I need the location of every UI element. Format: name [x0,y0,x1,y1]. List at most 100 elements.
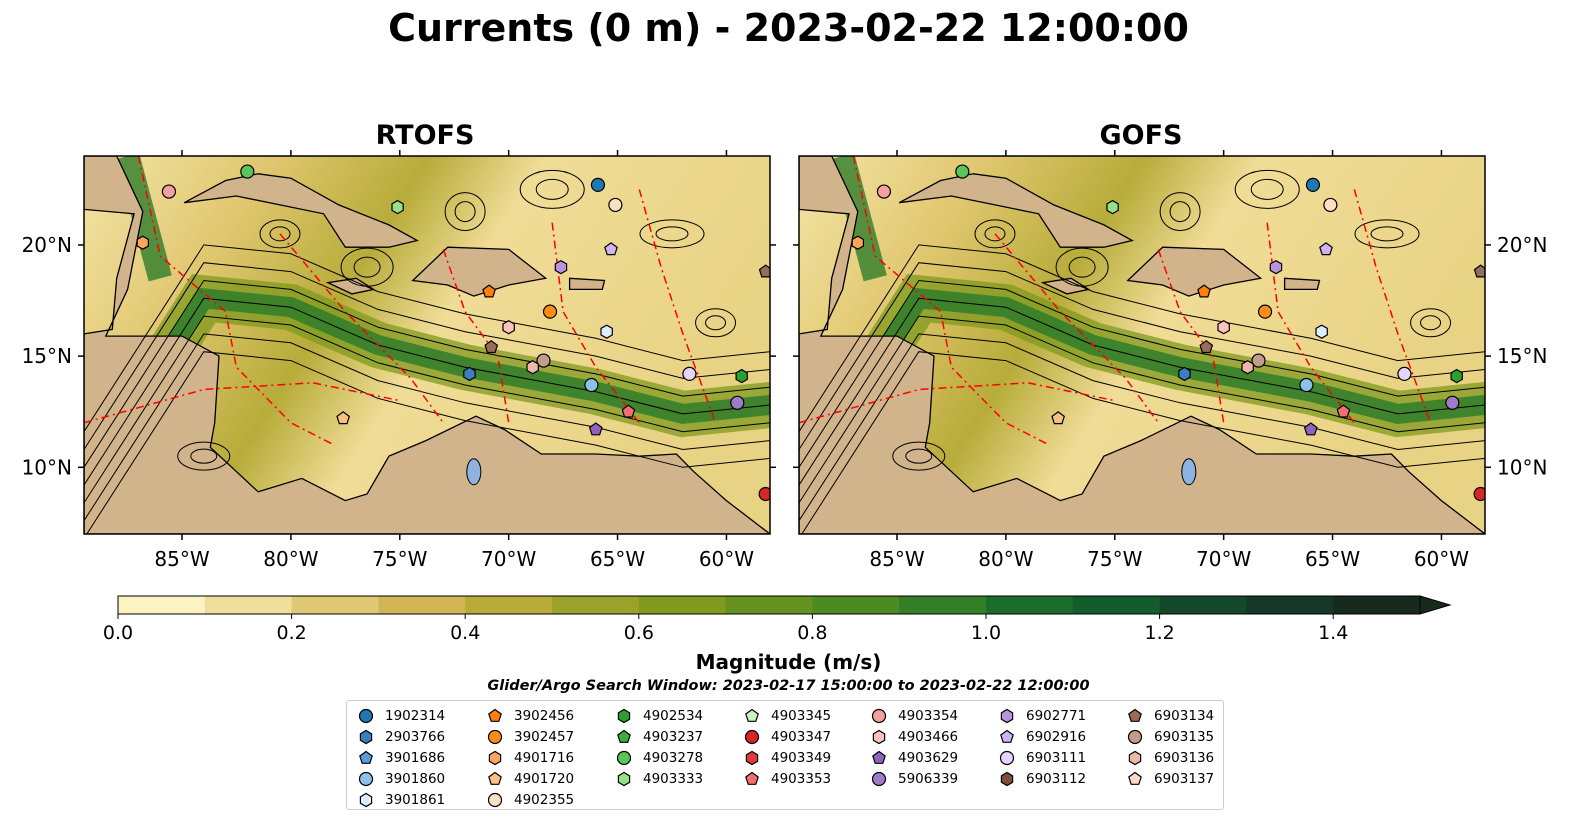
legend-label: 6903111 [1026,749,1087,766]
legend-label: 4903278 [643,749,704,766]
lat-tick-label: 10°N [1497,455,1547,479]
colorbar-segment [899,596,987,614]
legend-label: 4901716 [514,749,575,766]
legend-label: 2903766 [385,728,446,745]
pentagon-marker-icon [617,729,631,743]
float-marker [1445,395,1460,410]
float-marker [536,353,551,368]
lake-maracaibo [1181,458,1197,486]
legend-label: 6902771 [1026,707,1087,724]
legend-item: 1902314 [355,705,445,726]
float-marker [1323,197,1338,213]
float-marker [604,242,618,256]
lon-tick-label: 70°W [481,547,536,571]
land-hispaniola [1126,246,1263,297]
map-title-rtofs: RTOFS [375,120,475,151]
colorbar-segment [1333,596,1421,614]
colorbar-tick-label: 0.8 [797,622,828,644]
legend-label: 6903136 [1154,749,1215,766]
legend-column: 3902456 3902457 4901716 4901720 4902355 [484,705,574,810]
map-frame [798,155,1486,535]
hexagon-marker-icon [872,729,886,744]
float-legend: 1902314 2903766 3901686 3901860 3901861 39024… [346,700,1224,810]
legend-label: 1902314 [385,707,446,724]
lon-tick-label: 80°W [263,547,318,571]
pentagon-marker-icon [488,771,502,785]
circle-marker-icon [487,729,503,744]
legend-column: 1902314 2903766 3901686 3901860 3901861 [355,705,445,810]
float-marker [1319,242,1333,256]
land-hispaniola [411,246,548,297]
float-marker [682,366,697,382]
colorbar-tick-label: 1.4 [1318,622,1349,644]
lon-tick-label: 60°W [699,547,754,571]
circle-marker-icon [616,750,632,765]
colorbar-segment [638,596,727,614]
legend-item: 4901716 [484,747,574,768]
float-marker [758,486,770,502]
pentagon-marker-icon [1128,771,1142,785]
legend-item: 6903111 [996,747,1086,768]
legend-label: 4903353 [771,770,832,787]
float-marker [554,260,568,275]
legend-label: 6903134 [1154,707,1215,724]
lon-tick-label: 75°W [1087,547,1142,571]
map-title-gofs: GOFS [1099,120,1183,151]
float-marker [876,184,892,199]
colorbar-segment [465,596,553,614]
lon-tick-label: 75°W [372,547,427,571]
lon-tick-label: 80°W [978,547,1033,571]
legend-column: 4903345 4903347 4903349 4903353 [741,705,831,789]
legend-item: 6902771 [996,705,1086,726]
legend-label: 4902534 [643,707,704,724]
hexagon-marker-icon [359,792,373,807]
colorbar-segment [378,596,466,614]
hexagon-marker-icon [359,729,373,744]
float-marker [1199,339,1214,354]
legend-item: 4903349 [741,747,831,768]
yucatan-current [115,156,172,282]
colorbar-label: Magnitude (m/s) [695,650,882,674]
colorbar-tick-label: 1.0 [970,622,1002,644]
colorbar-segment [291,596,379,614]
colorbar-segment [812,596,900,614]
colorbar-tick-label: 0.2 [276,622,307,644]
float-marker [600,324,613,339]
legend-label: 3901860 [385,770,446,787]
float-marker [1473,264,1485,278]
float-marker [1397,366,1412,382]
lat-tick-label: 15°N [22,344,72,368]
legend-label: 3901861 [385,791,446,808]
colorbar-tick-label: 0.6 [623,622,654,644]
legend-label: 4903466 [898,728,959,745]
colorbar-segment [552,596,640,614]
colorbar-segment [1159,596,1247,614]
legend-item: 4903237 [613,726,703,747]
float-marker [1473,486,1485,502]
legend-label: 3902456 [514,707,575,724]
legend-item: 4903353 [741,768,831,789]
legend-item: 4903278 [613,747,703,768]
legend-label: 5906339 [898,770,959,787]
legend-label: 6903137 [1154,770,1215,787]
colorbar-segment [118,596,206,614]
hexagon-marker-icon [617,708,631,723]
legend-label: 4903629 [898,749,959,766]
float-marker [1217,320,1230,335]
legend-item: 3902456 [484,705,574,726]
legend-label: 4903333 [643,770,704,787]
legend-item: 3901686 [355,747,445,768]
circle-marker-icon [871,771,887,786]
float-marker [608,197,623,213]
colorbar-segment [1246,596,1334,614]
legend-item: 6903137 [1124,768,1214,789]
circle-marker-icon [744,729,760,744]
pentagon-marker-icon [745,708,759,722]
colorbar-segment [986,596,1074,614]
float-marker [955,164,970,179]
legend-item: 6903136 [1124,747,1214,768]
legend-item: 4902534 [613,705,703,726]
legend-item: 3901860 [355,768,445,789]
legend-label: 4903349 [771,749,832,766]
legend-column: 6902771 6902916 6903111 6903112 [996,705,1086,789]
